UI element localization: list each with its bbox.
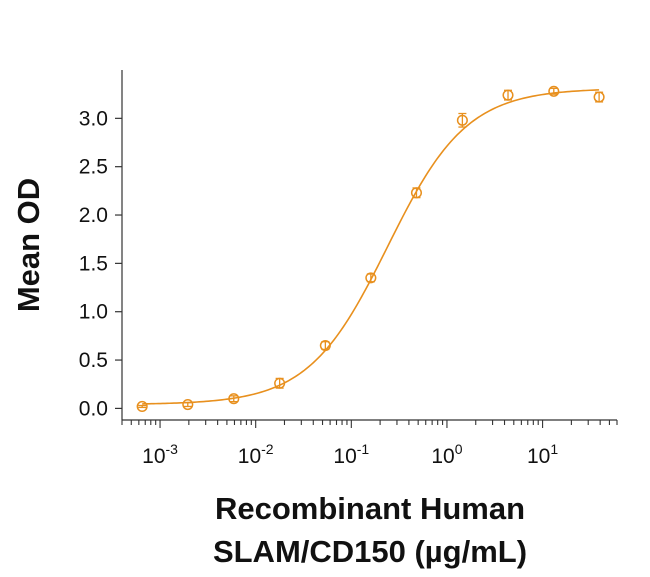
data-marker [548,85,560,97]
x-axis-title-line-1: Recombinant Human [215,491,525,526]
y-axis-ticks: 0.0 0.5 1.0 1.5 2.0 2.5 3.0 [79,107,122,420]
y-tick-label: 2.0 [79,204,108,227]
y-tick-label: 0.5 [79,349,108,372]
x-tick-label: 10-3 [142,441,178,468]
y-axis-title: Mean OD [11,178,46,312]
data-marker [502,89,514,101]
data-point [593,91,605,103]
data-marker [274,377,286,389]
data-point [502,89,514,101]
data-marker [136,400,148,413]
data-marker [456,114,468,126]
data-point [182,398,194,411]
data-marker [182,398,194,411]
data-point [365,272,377,284]
x-axis-title-line-2: SLAM/CD150 (µg/mL) [213,534,527,569]
y-tick-label: 3.0 [79,107,108,130]
y-tick-label: 1.0 [79,301,108,324]
x-tick-label: 100 [431,441,462,468]
data-point [274,377,286,389]
x-axis-ticks: 10-3 10-2 10-1 100 101 [121,420,618,468]
data-marker [228,393,240,405]
y-tick-label: 2.5 [79,156,108,179]
x-tick-label: 10-2 [238,441,274,468]
data-point [410,187,423,199]
x-tick-label: 10-1 [333,441,369,468]
data-point [136,400,148,413]
data-points [136,85,605,413]
data-marker [319,340,331,352]
x-tick-label: 101 [527,441,558,468]
data-marker [365,272,377,284]
data-marker [593,91,605,103]
plot-area: 0.0 0.5 1.0 1.5 2.0 2.5 3.0 10-3 10-2 10-1 100 101 [79,70,618,468]
fit-curve [142,89,600,405]
data-point [456,112,468,128]
data-marker [410,187,423,199]
y-tick-label: 1.5 [79,252,108,275]
y-tick-label: 0.0 [79,397,108,420]
data-point [548,85,560,97]
data-point [228,393,240,405]
data-point [319,340,331,352]
